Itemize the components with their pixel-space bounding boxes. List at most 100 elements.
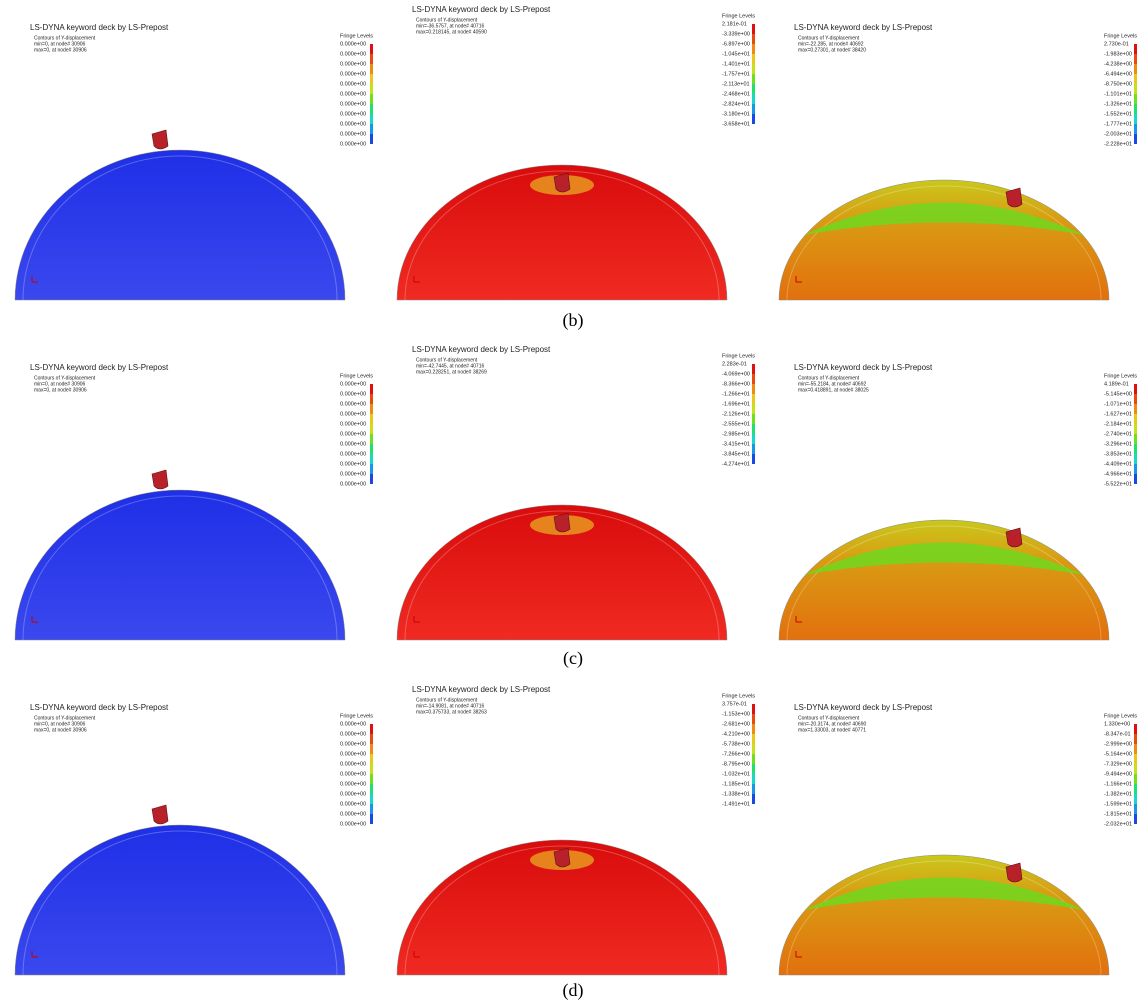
fringe-color (1134, 814, 1137, 824)
contour-info: max=0.228251, at node# 38269 (416, 369, 487, 375)
fringe-level: 0.000e+00 (340, 141, 366, 147)
fringe-level: -3.853e+01 (1104, 451, 1132, 457)
fringe-level: 2.283e-01 (722, 361, 747, 367)
fringe-color (370, 774, 373, 784)
fringe-level: 0.000e+00 (340, 481, 366, 487)
fringe-level: -5.738e+00 (722, 741, 750, 747)
fringe-level: -1.401e+01 (722, 61, 750, 67)
fringe-level: 0.000e+00 (340, 771, 366, 777)
fringe-color (370, 734, 373, 744)
panel-title: LS-DYNA keyword deck by LS-Prepost (412, 345, 551, 354)
fringe-color (1134, 774, 1137, 784)
fringe-level: 0.000e+00 (340, 121, 366, 127)
fringe-level: -2.184e+01 (1104, 421, 1132, 427)
fringe-level: -2.824e+01 (722, 101, 750, 107)
dome (15, 825, 345, 975)
fringe-level: -7.329e+00 (1104, 761, 1132, 767)
fringe-color (370, 434, 373, 444)
fringe-level: -1.757e+01 (722, 71, 750, 77)
fringe-level: -1.382e+01 (1104, 791, 1132, 797)
fringe-color (1134, 394, 1137, 404)
fringe-level: 0.000e+00 (340, 391, 366, 397)
panel: LS-DYNA keyword deck by LS-PrepostContou… (397, 5, 755, 300)
fringe-level: 0.000e+00 (340, 451, 366, 457)
fringe-color (1134, 804, 1137, 814)
fringe-level: -7.266e+00 (722, 751, 750, 757)
fringe-level: -1.153e+00 (722, 711, 750, 717)
panel: LS-DYNA keyword deck by LS-PrepostContou… (779, 23, 1137, 300)
fringe-color (1134, 114, 1137, 124)
fringe-color (1134, 794, 1137, 804)
panel: LS-DYNA keyword deck by LS-PrepostContou… (15, 703, 373, 975)
fringe-color (370, 794, 373, 804)
legend-title: Fringe Levels (722, 693, 755, 699)
panel: LS-DYNA keyword deck by LS-PrepostContou… (397, 345, 755, 640)
fringe-color (752, 114, 755, 124)
fringe-level: 2.181e-01 (722, 21, 747, 27)
fringe-color (1134, 44, 1137, 54)
fringe-color (752, 84, 755, 94)
fringe-color (1134, 724, 1137, 734)
fringe-level: -4.274e+01 (722, 461, 750, 467)
fringe-level: -1.696e+01 (722, 401, 750, 407)
fringe-color (752, 74, 755, 84)
fringe-color (370, 464, 373, 474)
fringe-color (1134, 134, 1137, 144)
fringe-color (370, 84, 373, 94)
fringe-level: -1.777e+01 (1104, 121, 1132, 127)
projectile (152, 130, 168, 149)
fringe-color (1134, 474, 1137, 484)
fringe-level: -2.985e+01 (722, 431, 750, 437)
legend-title: Fringe Levels (1104, 713, 1137, 719)
fringe-color (752, 714, 755, 724)
fringe-color (752, 44, 755, 54)
fringe-level: 0.000e+00 (340, 401, 366, 407)
panel-title: LS-DYNA keyword deck by LS-Prepost (30, 703, 169, 712)
fringe-level: 0.000e+00 (340, 81, 366, 87)
fringe-level: 0.000e+00 (340, 741, 366, 747)
fringe-level: -3.658e+01 (722, 121, 750, 127)
fringe-color (370, 94, 373, 104)
fringe-color (752, 24, 755, 34)
fringe-color (752, 424, 755, 434)
fringe-level: 0.000e+00 (340, 761, 366, 767)
fringe-level: -8.347e-01 (1104, 731, 1131, 737)
fringe-level: -1.599e+01 (1104, 801, 1132, 807)
panel: LS-DYNA keyword deck by LS-PrepostContou… (397, 685, 755, 975)
fringe-color (752, 64, 755, 74)
fringe-level: -4.069e+00 (722, 371, 750, 377)
fringe-color (752, 794, 755, 804)
legend-title: Fringe Levels (1104, 33, 1137, 39)
fringe-level: 0.000e+00 (340, 461, 366, 467)
fringe-color (1134, 764, 1137, 774)
fringe-color (370, 764, 373, 774)
fringe-color (370, 744, 373, 754)
fringe-level: 0.000e+00 (340, 751, 366, 757)
fringe-level: -1.266e+01 (722, 391, 750, 397)
fringe-color (752, 404, 755, 414)
fringe-color (1134, 784, 1137, 794)
fringe-color (370, 724, 373, 734)
fringe-color (752, 784, 755, 794)
fringe-level: -2.003e+01 (1104, 131, 1132, 137)
fringe-level: 2.730e-01 (1104, 41, 1129, 47)
fringe-level: 0.000e+00 (340, 71, 366, 77)
fringe-level: -8.366e+00 (722, 381, 750, 387)
fringe-color (1134, 434, 1137, 444)
panel-title: LS-DYNA keyword deck by LS-Prepost (412, 5, 551, 14)
fringe-level: -1.983e+00 (1104, 51, 1132, 57)
fringe-level: 0.000e+00 (340, 791, 366, 797)
fringe-level: -4.409e+01 (1104, 461, 1132, 467)
panel: LS-DYNA keyword deck by LS-PrepostContou… (779, 363, 1137, 640)
fringe-level: -3.339e+00 (722, 31, 750, 37)
contour-info: max=0.418891, at node# 38025 (798, 387, 869, 393)
fringe-level: 0.000e+00 (340, 61, 366, 67)
fringe-level: -1.627e+01 (1104, 411, 1132, 417)
fringe-color (370, 424, 373, 434)
panel: LS-DYNA keyword deck by LS-PrepostContou… (15, 363, 373, 640)
fringe-color (1134, 104, 1137, 114)
contour-info: max=1.33003, at node# 40771 (798, 727, 866, 733)
dome (779, 180, 1109, 300)
fringe-color (370, 454, 373, 464)
fringe-color (1134, 454, 1137, 464)
